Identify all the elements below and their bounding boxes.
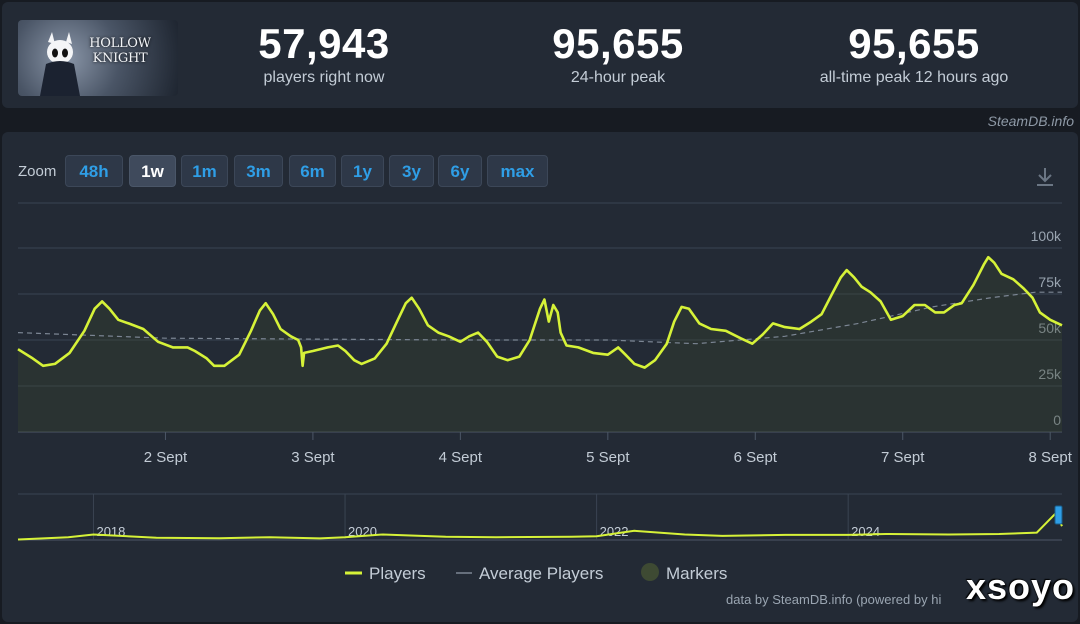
data-credit-link[interactable]: data by SteamDB.info (powered by hi [726, 592, 942, 607]
stat-label: 24-hour peak [570, 69, 666, 86]
stats-card: HOLLOW KNIGHT 57,943 players right now 9… [2, 2, 1078, 108]
knight-icon [40, 32, 80, 96]
zoom-button-6y[interactable]: 6y [438, 155, 482, 187]
stat-label: all-time peak 12 hours ago [819, 69, 1009, 86]
stat-label: players right now [263, 69, 385, 86]
zoom-button-1w[interactable]: 1w [129, 155, 176, 187]
zoom-button-6m[interactable]: 6m [289, 155, 336, 187]
zoom-label: Zoom [18, 163, 57, 180]
stat-current-players: 57,943 players right now [174, 22, 474, 87]
zoom-button-max[interactable]: max [487, 155, 548, 187]
stat-value: 95,655 [848, 20, 980, 67]
game-logo[interactable]: HOLLOW KNIGHT [18, 20, 178, 96]
zoom-button-1y[interactable]: 1y [341, 155, 384, 187]
zoom-button-48h[interactable]: 48h [65, 155, 123, 187]
stat-value: 95,655 [552, 20, 684, 67]
zoom-button-1m[interactable]: 1m [181, 155, 228, 187]
steamdb-watermark[interactable]: SteamDB.info [987, 113, 1074, 129]
download-icon[interactable] [1034, 166, 1056, 188]
chart-card [2, 132, 1078, 622]
brand-watermark: xsoyo [966, 566, 1076, 607]
stat-value: 57,943 [258, 20, 390, 67]
game-title: HOLLOW KNIGHT [89, 36, 151, 66]
zoom-button-3y[interactable]: 3y [389, 155, 434, 187]
stat-24h-peak: 95,655 24-hour peak [468, 22, 768, 87]
zoom-button-3m[interactable]: 3m [234, 155, 283, 187]
stat-all-time-peak: 95,655 all-time peak 12 hours ago [764, 22, 1064, 87]
